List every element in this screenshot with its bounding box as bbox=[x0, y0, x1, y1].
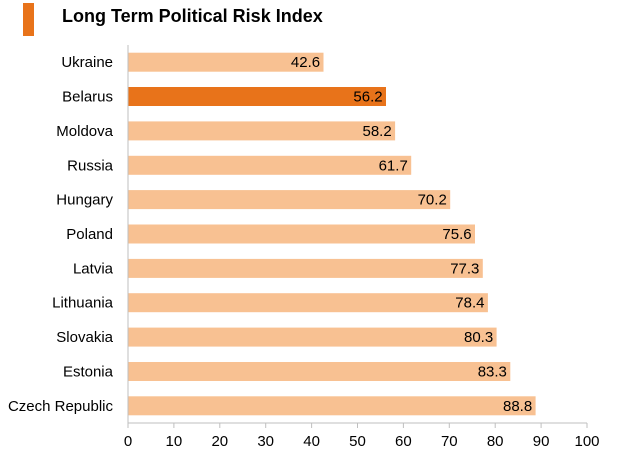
value-label: 88.8 bbox=[503, 398, 532, 415]
value-label: 42.6 bbox=[291, 54, 320, 71]
category-label: Hungary bbox=[56, 192, 113, 209]
bar bbox=[128, 396, 536, 416]
category-label: Russia bbox=[67, 157, 114, 174]
x-tick-label: 90 bbox=[533, 433, 550, 450]
category-label: Belarus bbox=[62, 89, 113, 106]
x-tick-label: 40 bbox=[303, 433, 320, 450]
category-label: Moldova bbox=[56, 123, 113, 140]
x-tick-label: 80 bbox=[487, 433, 504, 450]
bar bbox=[128, 87, 386, 106]
category-label: Slovakia bbox=[56, 329, 113, 346]
value-label: 70.2 bbox=[418, 192, 447, 209]
bar bbox=[128, 362, 511, 381]
category-label: Czech Republic bbox=[8, 398, 114, 415]
x-tick-label: 0 bbox=[124, 433, 132, 450]
chart-title: Long Term Political Risk Index bbox=[62, 6, 323, 26]
x-tick-label: 30 bbox=[257, 433, 274, 450]
value-label: 75.6 bbox=[442, 226, 471, 243]
x-tick-label: 100 bbox=[574, 433, 599, 450]
bar bbox=[128, 224, 475, 244]
bar bbox=[128, 121, 396, 141]
x-tick-label: 20 bbox=[211, 433, 228, 450]
bar bbox=[128, 155, 412, 175]
value-label: 56.2 bbox=[353, 89, 382, 106]
bar bbox=[128, 327, 497, 347]
x-tick-label: 50 bbox=[349, 433, 366, 450]
value-label: 80.3 bbox=[464, 329, 493, 346]
value-label: 83.3 bbox=[478, 364, 507, 381]
value-label: 61.7 bbox=[379, 157, 408, 174]
value-label: 77.3 bbox=[450, 260, 479, 277]
x-tick-label: 60 bbox=[395, 433, 412, 450]
category-label: Lithuania bbox=[52, 295, 114, 312]
title-accent-bar bbox=[23, 3, 34, 36]
x-tick-label: 10 bbox=[166, 433, 183, 450]
category-label: Estonia bbox=[63, 364, 114, 381]
x-tick-label: 70 bbox=[441, 433, 458, 450]
bar bbox=[128, 293, 488, 313]
category-label: Poland bbox=[66, 226, 113, 243]
value-label: 58.2 bbox=[362, 123, 391, 140]
bar bbox=[128, 52, 324, 72]
category-label: Latvia bbox=[73, 260, 114, 277]
category-label: Ukraine bbox=[61, 54, 113, 71]
bar bbox=[128, 258, 483, 278]
bar bbox=[128, 190, 451, 210]
value-label: 78.4 bbox=[455, 295, 484, 312]
